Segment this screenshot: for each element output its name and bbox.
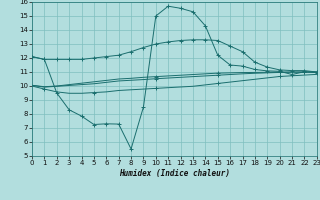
X-axis label: Humidex (Indice chaleur): Humidex (Indice chaleur) [119, 169, 230, 178]
